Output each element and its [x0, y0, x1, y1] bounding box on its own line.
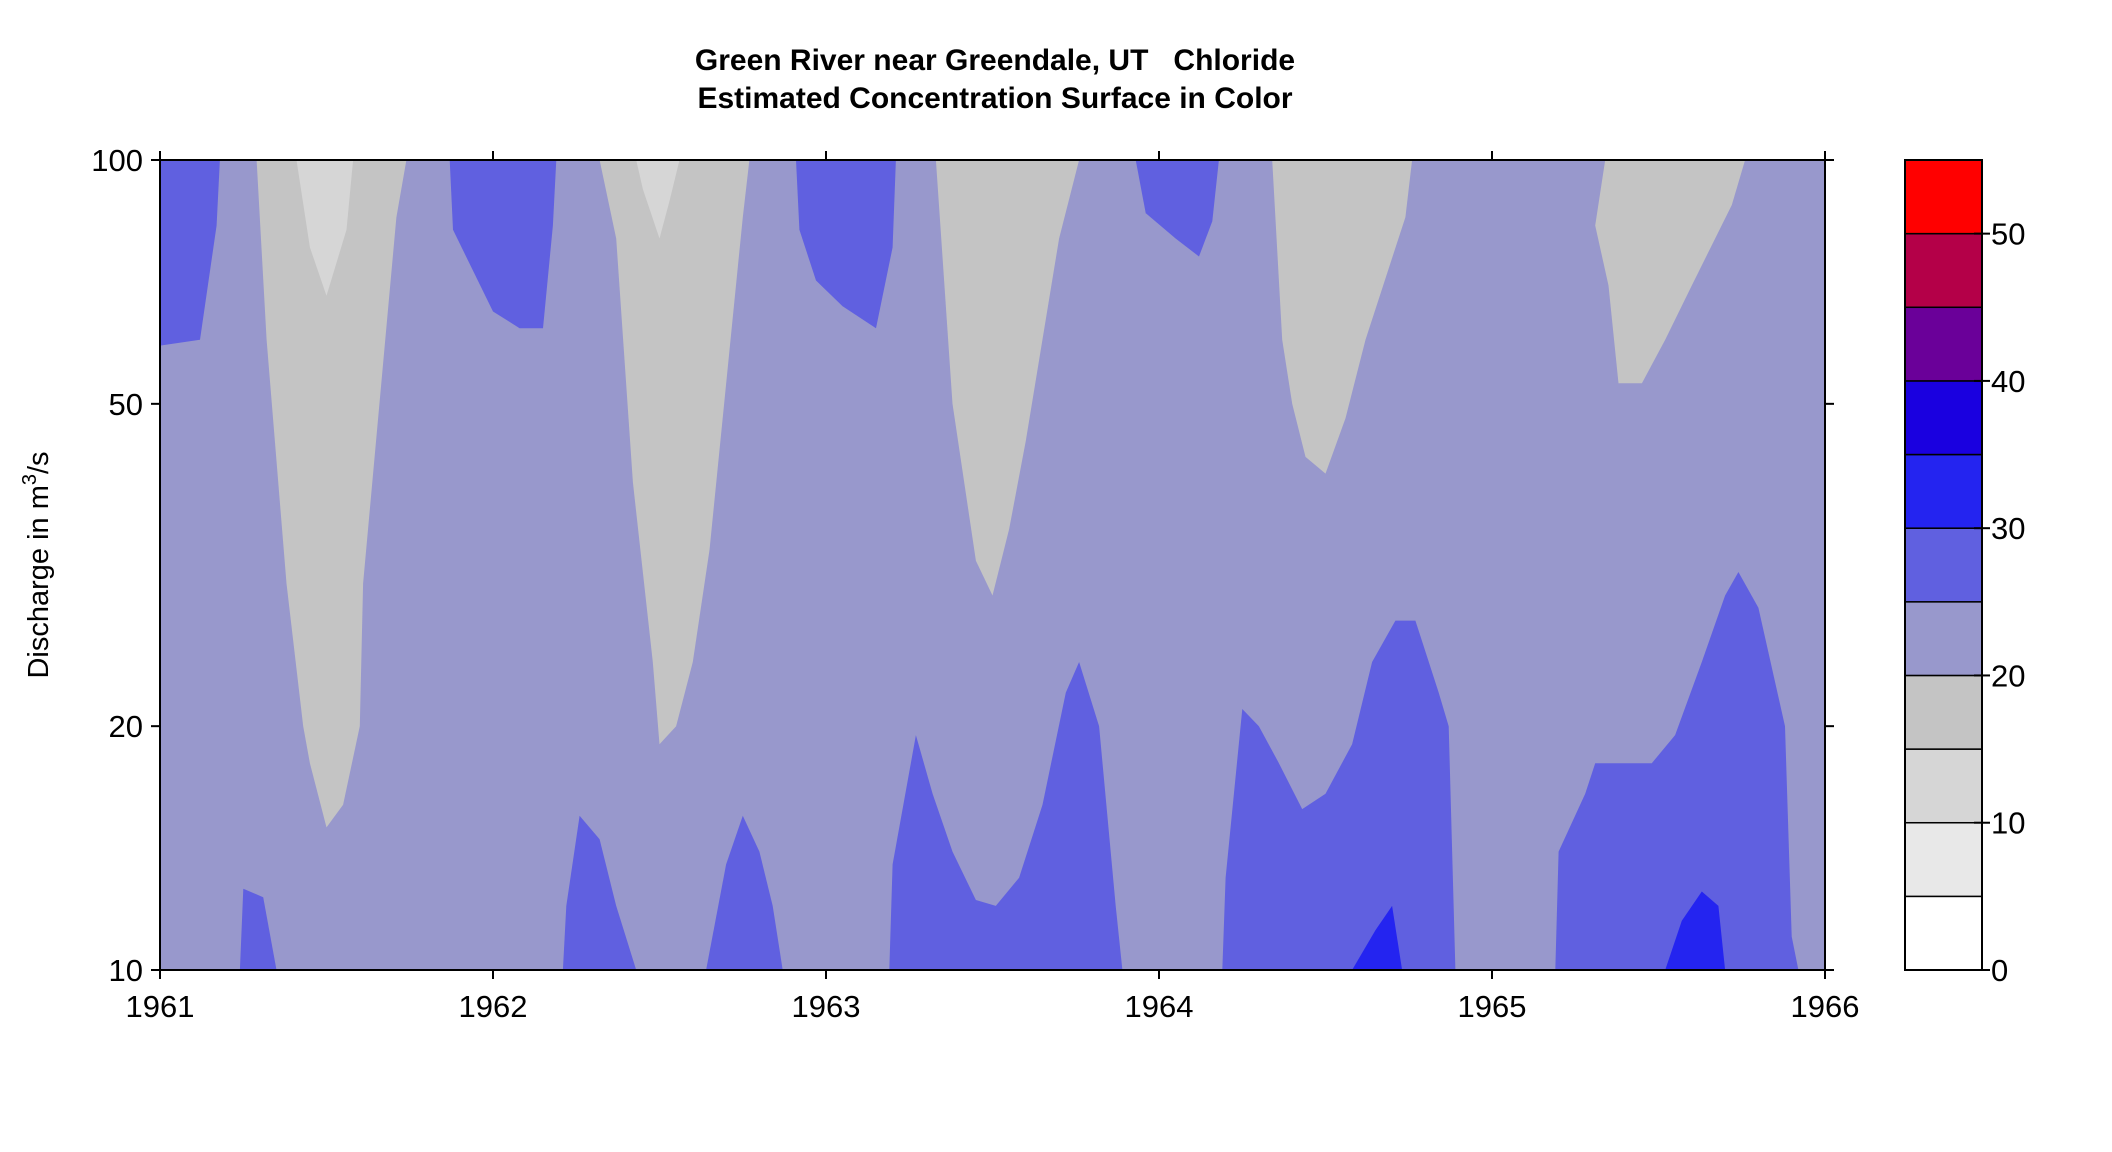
y-tick-label-2: 20: [109, 709, 143, 744]
plot-area: [160, 160, 1825, 970]
colorbar-legend: 0 10 20 30 40 50: [1904, 159, 2025, 988]
contour-region-8: [562, 815, 637, 970]
colorbar-tick-label-1: 0: [1991, 953, 2008, 988]
contour-region-17: [1595, 160, 1746, 384]
contour-region-10: [796, 160, 896, 329]
x-tick-label-1: 1961: [126, 989, 195, 1024]
colorbar-swatch-25-30: [1904, 527, 1983, 603]
contour-region-13: [1135, 160, 1219, 257]
colorbar-swatch-0-5: [1904, 895, 1983, 971]
y-axis: 10 20 50 100: [91, 143, 1834, 988]
x-tick-label-5: 1965: [1458, 989, 1527, 1024]
contour-region-11: [935, 160, 1080, 596]
x-tick-label-6: 1966: [1791, 989, 1860, 1024]
contour-region-14: [1272, 160, 1413, 474]
contour-region-18: [1555, 572, 1799, 970]
x-tick-label-4: 1964: [1125, 989, 1194, 1024]
colorbar-swatch-10-15: [1904, 748, 1983, 824]
contour-region-6: [599, 160, 750, 745]
colorbar-tick-label-5: 40: [1991, 364, 2025, 399]
contour-region-7: [636, 160, 680, 239]
colorbar-swatch-50-55: [1904, 159, 1983, 235]
contour-region-16: [1352, 905, 1403, 970]
plot-frame: [159, 159, 1826, 971]
contour-region-9: [706, 815, 783, 970]
chart-title: Green River near Greendale, UT Chloride: [694, 44, 1296, 77]
colorbar-tick-label-6: 50: [1991, 217, 2025, 252]
y-axis-label: Discharge in m3/s: [19, 451, 55, 678]
colorbar-swatch-35-40: [1904, 380, 1983, 456]
colorbar-swatch-20-25: [1904, 601, 1983, 677]
contour-region-15: [1222, 620, 1456, 970]
contour-region-19: [1665, 891, 1726, 970]
y-tick-label-1: 10: [109, 953, 143, 988]
contour-region-3: [296, 160, 354, 296]
colorbar-swatch-5-10: [1904, 821, 1983, 898]
colorbar-tick-label-3: 20: [1991, 658, 2025, 693]
colorbar-tick-label-4: 30: [1991, 511, 2025, 546]
contour-region-4: [239, 888, 277, 970]
x-axis: 1961 1962 1963 1964 1965 1966: [126, 151, 1860, 1024]
colorbar-swatch-15-20: [1904, 674, 1983, 750]
y-tick-label-3: 50: [109, 387, 143, 422]
colorbar-frame: [1904, 159, 1983, 971]
contour-region-1: [160, 160, 220, 346]
x-tick-label-2: 1962: [459, 989, 528, 1024]
contour-region-12: [889, 662, 1123, 970]
contour-region-2: [256, 160, 407, 828]
chart-subtitle: Estimated Concentration Surface in Color: [697, 82, 1293, 115]
y-tick-label-4: 100: [91, 143, 143, 178]
colorbar-swatch-40-45: [1904, 306, 1983, 382]
colorbar-tick-label-2: 10: [1991, 806, 2025, 841]
colorbar-swatch-30-35: [1904, 453, 1983, 529]
colorbar-swatch-45-50: [1904, 232, 1983, 309]
contour-region-5: [449, 160, 557, 329]
x-tick-label-3: 1963: [792, 989, 861, 1024]
